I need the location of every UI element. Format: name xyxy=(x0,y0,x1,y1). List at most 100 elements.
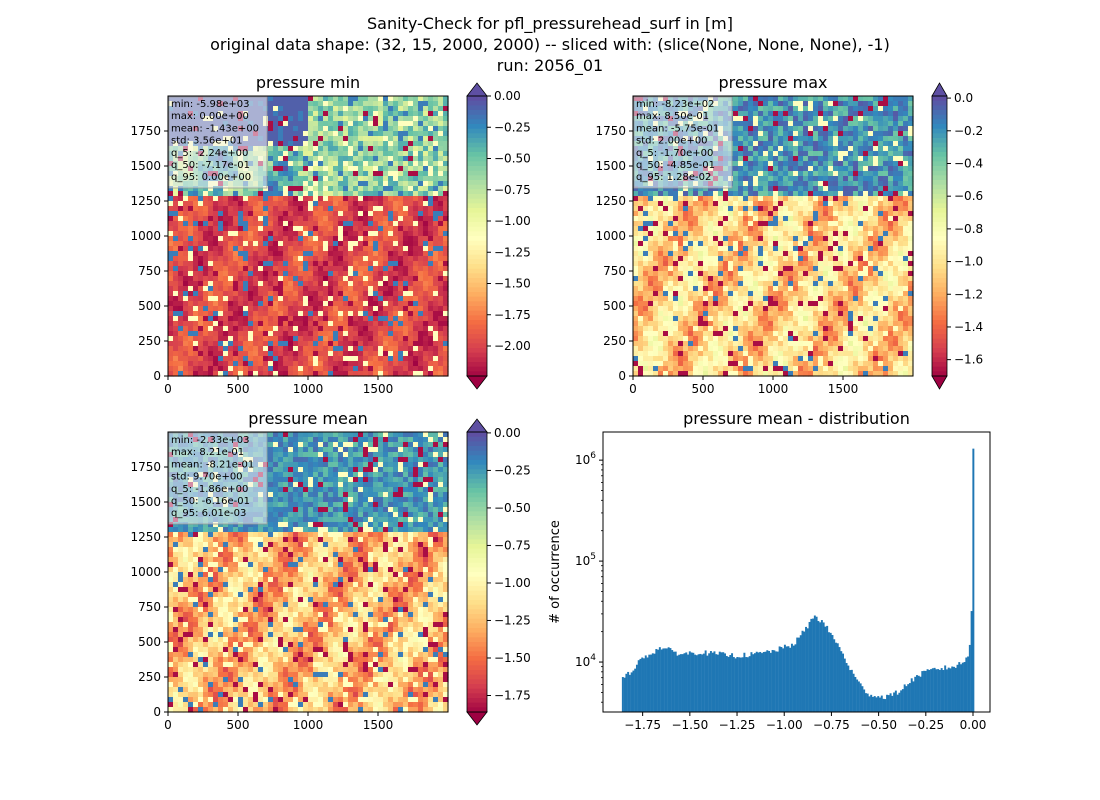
heatmap-cell xyxy=(203,346,209,352)
heatmap-cell xyxy=(373,106,379,112)
heatmap-cell xyxy=(443,141,449,147)
heatmap-cell xyxy=(753,246,759,252)
heatmap-cell xyxy=(248,251,254,257)
heatmap-cell xyxy=(293,331,299,337)
heatmap-cell xyxy=(198,366,204,372)
heatmap-cell xyxy=(183,226,189,232)
heatmap-cell xyxy=(813,96,819,102)
heatmap-cell xyxy=(283,161,289,167)
heatmap-cell xyxy=(383,236,389,242)
heatmap-cell xyxy=(323,231,329,237)
heatmap-cell xyxy=(633,231,639,237)
heatmap-cell xyxy=(433,206,439,212)
heatmap-cell xyxy=(403,176,409,182)
heatmap-cell xyxy=(433,171,439,177)
heatmap-cell xyxy=(908,211,914,217)
heatmap-cell xyxy=(413,101,419,107)
heatmap-cell xyxy=(868,196,874,202)
heatmap-cell xyxy=(208,296,214,302)
heatmap-cell xyxy=(833,186,839,192)
heatmap-cell xyxy=(228,231,234,237)
heatmap-cell xyxy=(183,301,189,307)
heatmap-cell xyxy=(398,286,404,292)
heatmap-cell xyxy=(188,291,194,297)
heatmap-cell xyxy=(773,221,779,227)
heatmap-cell xyxy=(403,166,409,172)
heatmap-cell xyxy=(363,336,369,342)
heatmap-cell xyxy=(868,201,874,207)
heatmap-cell xyxy=(428,141,434,147)
heatmap-cell xyxy=(793,101,799,107)
heatmap-cell xyxy=(773,121,779,127)
heatmap-cell xyxy=(798,176,804,182)
heatmap-cell xyxy=(353,281,359,287)
heatmap-cell xyxy=(368,201,374,207)
heatmap-cell xyxy=(813,191,819,197)
heatmap-cell xyxy=(398,146,404,152)
heatmap-cell xyxy=(348,196,354,202)
heatmap-cell xyxy=(268,96,274,102)
heatmap-cell xyxy=(758,201,764,207)
heatmap-cell xyxy=(243,361,249,367)
heatmap-cell xyxy=(403,211,409,217)
heatmap-cell xyxy=(783,246,789,252)
heatmap-cell xyxy=(228,316,234,322)
heatmap-cell xyxy=(418,241,424,247)
heatmap-cell xyxy=(288,111,294,117)
heatmap-cell xyxy=(173,351,179,357)
heatmap-cell xyxy=(383,121,389,127)
heatmap-cell xyxy=(323,146,329,152)
heatmap-cell xyxy=(753,201,759,207)
heatmap-cell xyxy=(313,146,319,152)
heatmap-cell xyxy=(433,306,439,312)
heatmap-cell xyxy=(368,226,374,232)
heatmap-cell xyxy=(238,316,244,322)
heatmap-cell xyxy=(248,356,254,362)
heatmap-cell xyxy=(363,186,369,192)
heatmap-cell xyxy=(783,161,789,167)
heatmap-cell xyxy=(178,346,184,352)
heatmap-cell xyxy=(408,276,414,282)
heatmap-cell xyxy=(438,356,444,362)
heatmap-cell xyxy=(193,286,199,292)
heatmap-cell xyxy=(823,241,829,247)
heatmap-cell xyxy=(703,206,709,212)
heatmap-cell xyxy=(278,101,284,107)
heatmap-cell xyxy=(288,346,294,352)
heatmap-cell xyxy=(888,116,894,122)
heatmap-cell xyxy=(368,371,374,377)
heatmap-cell xyxy=(663,186,669,192)
heatmap-cell xyxy=(748,136,754,142)
heatmap-cell xyxy=(388,261,394,267)
heatmap-cell xyxy=(893,96,899,102)
heatmap-cell xyxy=(803,106,809,112)
heatmap-cell xyxy=(853,201,859,207)
heatmap-cell xyxy=(328,146,334,152)
heatmap-cell xyxy=(418,121,424,127)
heatmap-cell xyxy=(333,151,339,157)
heatmap-cell xyxy=(873,156,879,162)
heatmap-cell xyxy=(308,301,314,307)
heatmap-cell xyxy=(253,201,259,207)
heatmap-cell xyxy=(308,371,314,377)
heatmap-cell xyxy=(253,281,259,287)
heatmap-cell xyxy=(728,236,734,242)
heatmap-cell xyxy=(823,181,829,187)
heatmap-cell xyxy=(298,181,304,187)
heatmap-cell xyxy=(798,216,804,222)
heatmap-cell xyxy=(273,126,279,132)
heatmap-cell xyxy=(358,301,364,307)
heatmap-cell xyxy=(343,176,349,182)
heatmap-cell xyxy=(908,196,914,202)
heatmap-cell xyxy=(313,321,319,327)
heatmap-cell xyxy=(343,306,349,312)
heatmap-cell xyxy=(403,151,409,157)
heatmap-cell xyxy=(288,211,294,217)
heatmap-cell xyxy=(853,161,859,167)
heatmap-cell xyxy=(438,336,444,342)
heatmap-cell xyxy=(358,166,364,172)
heatmap-cell xyxy=(353,221,359,227)
heatmap-cell xyxy=(178,261,184,267)
heatmap-cell xyxy=(348,361,354,367)
heatmap-cell xyxy=(278,181,284,187)
